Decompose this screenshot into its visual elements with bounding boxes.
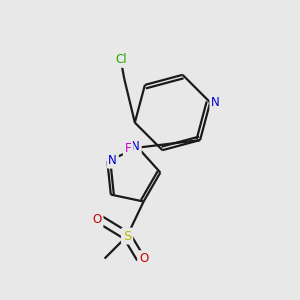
- Text: Cl: Cl: [115, 53, 127, 66]
- Text: N: N: [211, 96, 220, 109]
- Text: O: O: [139, 252, 148, 265]
- Text: O: O: [92, 213, 102, 226]
- Text: N: N: [131, 140, 140, 153]
- Text: F: F: [124, 142, 131, 155]
- Text: S: S: [123, 230, 131, 242]
- Text: N: N: [108, 154, 117, 167]
